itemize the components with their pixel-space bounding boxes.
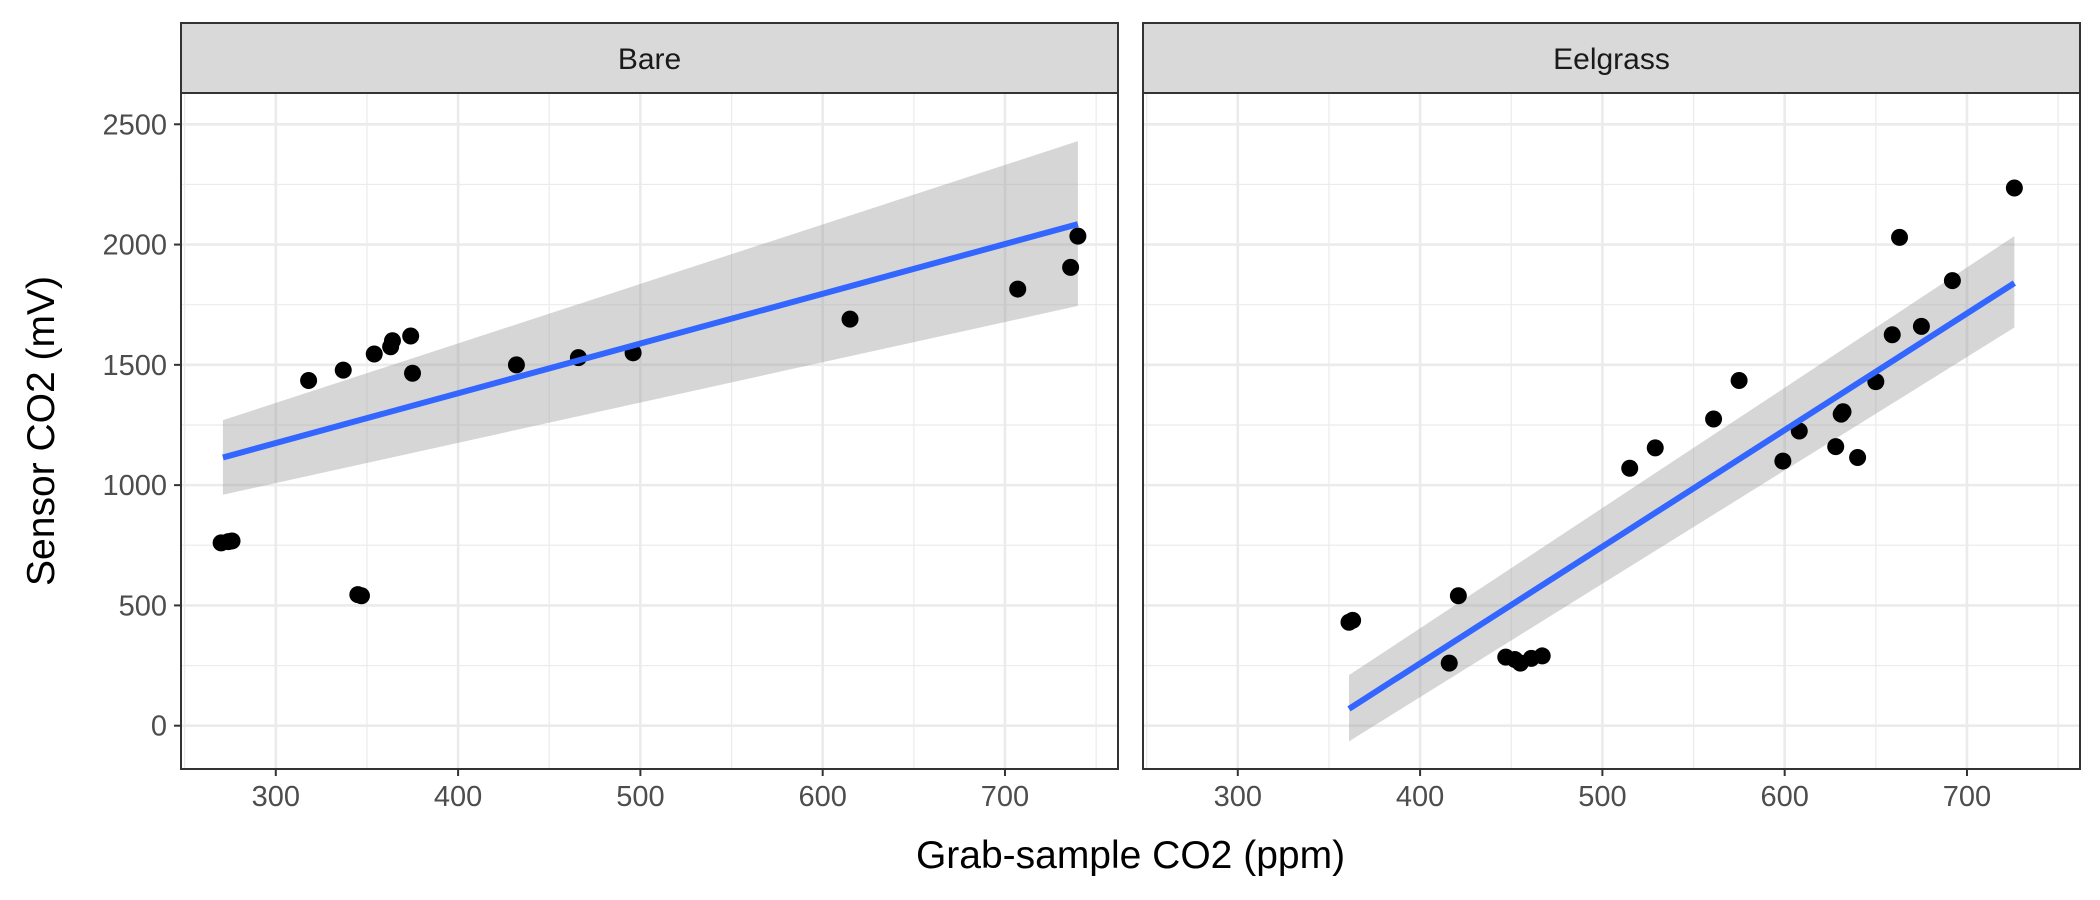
y-tick-label: 500 bbox=[119, 590, 167, 622]
data-point bbox=[1849, 448, 1867, 466]
data-point bbox=[841, 310, 859, 328]
plot-background-bare bbox=[181, 93, 1118, 769]
data-point bbox=[352, 587, 370, 605]
data-point bbox=[1730, 371, 1748, 389]
plot-area-eelgrass: 300 400 500 600 700 bbox=[1142, 92, 2081, 813]
panel-bare: Bare 300 400 500 600 700 bbox=[180, 22, 1119, 813]
panel-border-eelgrass bbox=[1142, 92, 2081, 770]
x-tick-label: 500 bbox=[616, 781, 664, 813]
confidence-band-bare bbox=[222, 141, 1078, 495]
data-point bbox=[1891, 228, 1909, 246]
data-point bbox=[507, 356, 525, 374]
x-tick-label: 700 bbox=[981, 781, 1029, 813]
data-point bbox=[1883, 326, 1901, 344]
x-tick-label: 600 bbox=[1760, 781, 1808, 813]
x-tick-label: 300 bbox=[1214, 781, 1262, 813]
data-point bbox=[334, 361, 352, 379]
data-point bbox=[1646, 439, 1664, 457]
x-axis-title: Grab-sample CO2 (ppm) bbox=[916, 834, 1345, 877]
data-point bbox=[1705, 410, 1723, 428]
data-point bbox=[300, 371, 318, 389]
data-point bbox=[1621, 459, 1639, 477]
data-point bbox=[1069, 227, 1087, 245]
confidence-band-eelgrass bbox=[1348, 236, 2015, 742]
y-tick-label: 0 bbox=[151, 711, 167, 743]
panel-strip-bare bbox=[180, 22, 1119, 94]
data-point bbox=[1344, 611, 1362, 629]
x-tick-label: 400 bbox=[1396, 781, 1444, 813]
panel-border-bare bbox=[180, 92, 1119, 770]
data-point bbox=[2005, 179, 2023, 197]
y-tick-label: 2500 bbox=[102, 109, 167, 141]
panel-strip-label-bare: Bare bbox=[618, 43, 681, 76]
fit-line-bare bbox=[222, 221, 1079, 461]
x-tick-label: 500 bbox=[1578, 781, 1626, 813]
x-tick-label: 400 bbox=[434, 781, 482, 813]
data-point bbox=[1009, 280, 1027, 298]
data-point bbox=[402, 327, 420, 345]
data-point bbox=[1912, 317, 1930, 335]
data-point bbox=[1774, 452, 1792, 470]
y-axis-title: Sensor CO2 (mV) bbox=[20, 276, 63, 586]
data-point bbox=[1533, 647, 1551, 665]
data-point bbox=[1062, 258, 1080, 276]
y-tick-label: 2000 bbox=[102, 230, 167, 262]
x-tick-label: 600 bbox=[798, 781, 846, 813]
fit-line-eelgrass bbox=[1347, 280, 2016, 712]
data-point bbox=[1943, 272, 1961, 290]
panel-eelgrass: Eelgrass 300 400 500 600 700 bbox=[1142, 22, 2081, 813]
data-point bbox=[383, 332, 401, 350]
panel-strip-eelgrass bbox=[1142, 22, 2081, 94]
data-point bbox=[1827, 438, 1845, 456]
panel-strip-label-eelgrass: Eelgrass bbox=[1553, 43, 1670, 76]
y-tick-label: 1000 bbox=[102, 470, 167, 502]
data-point bbox=[223, 532, 241, 550]
y-tick-label: 1500 bbox=[102, 350, 167, 382]
plot-area-bare: 300 400 500 600 700 bbox=[180, 92, 1119, 813]
plot-background-eelgrass bbox=[1143, 93, 2080, 769]
data-point bbox=[1449, 587, 1467, 605]
data-point bbox=[1834, 403, 1852, 421]
data-point bbox=[404, 364, 422, 382]
data-point bbox=[365, 345, 383, 363]
x-tick-label: 300 bbox=[252, 781, 300, 813]
x-tick-label: 700 bbox=[1943, 781, 1991, 813]
y-axis-ticks: 0 500 1000 1500 2000 2500 bbox=[102, 109, 181, 743]
data-point bbox=[1440, 654, 1458, 672]
